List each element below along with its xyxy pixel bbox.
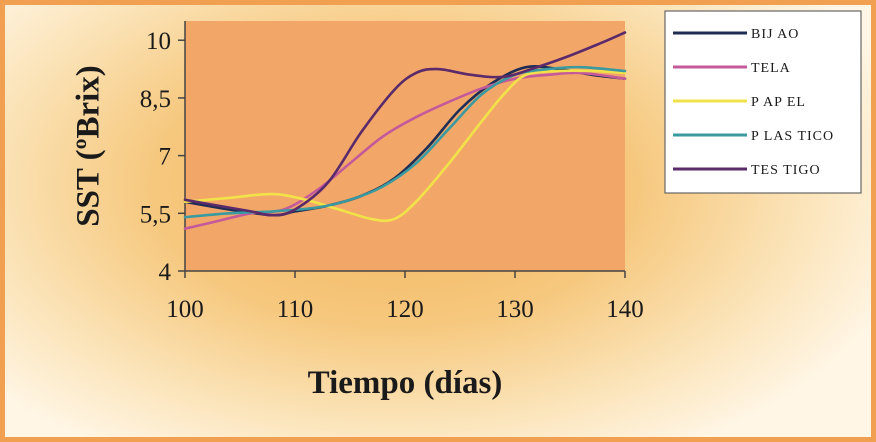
legend-label: TELA bbox=[751, 61, 791, 76]
x-tick-label: 140 bbox=[606, 296, 644, 323]
y-tick-label: 10 bbox=[146, 28, 171, 55]
line-chart: 4 5,5 7 8,5 10 100 110 120 130 140 SST (ºBrix) T… bbox=[5, 5, 871, 437]
x-tick-label: 100 bbox=[166, 296, 204, 323]
y-tick-label: 7 bbox=[159, 144, 172, 171]
x-tick-label: 120 bbox=[386, 296, 424, 323]
legend-label: P AP EL bbox=[751, 95, 806, 110]
legend-label: BIJ AO bbox=[751, 27, 799, 42]
x-axis-title: Tiempo (días) bbox=[308, 365, 503, 401]
legend-label: P LAS TICO bbox=[751, 129, 834, 144]
y-tick-label: 8,5 bbox=[140, 86, 171, 113]
x-tick-label: 110 bbox=[277, 296, 314, 323]
legend: BIJ AO TELA P AP EL P LAS TICO TES TIGO bbox=[665, 11, 861, 193]
y-tick-label: 5,5 bbox=[140, 201, 171, 228]
x-tick-label: 130 bbox=[496, 296, 534, 323]
y-axis: 4 5,5 7 8,5 10 bbox=[140, 21, 185, 286]
y-tick-label: 4 bbox=[159, 259, 172, 286]
x-axis: 100 110 120 130 140 bbox=[166, 271, 644, 323]
legend-label: TES TIGO bbox=[751, 163, 821, 178]
y-axis-title: SST (ºBrix) bbox=[71, 65, 107, 227]
